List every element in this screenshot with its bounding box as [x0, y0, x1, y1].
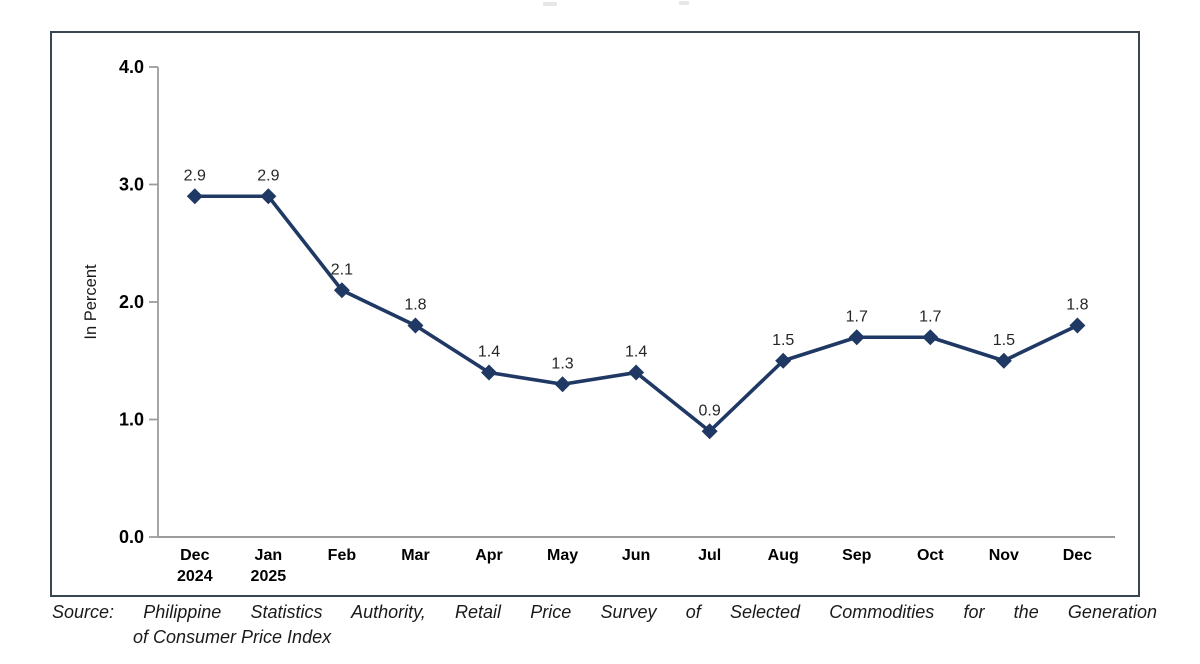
- data-point-marker: [333, 282, 350, 299]
- data-point-marker: [554, 376, 571, 393]
- y-tick-label: 3.0: [119, 175, 144, 195]
- data-point-marker: [848, 329, 865, 346]
- data-point-label: 1.4: [625, 344, 647, 361]
- series-line: [193, 194, 1080, 434]
- cropped-title-artifact: [543, 2, 557, 6]
- x-tick-label: Jul: [698, 547, 721, 564]
- x-tick-label: Oct: [917, 547, 944, 564]
- y-tick-label: 0.0: [119, 527, 144, 547]
- data-point-label: 1.8: [404, 297, 426, 314]
- x-tick-label: Mar: [401, 547, 429, 564]
- x-tick-label: Dec: [180, 547, 209, 564]
- data-point-label: 1.7: [919, 308, 941, 325]
- data-point-marker: [701, 423, 718, 440]
- data-point-label: 1.7: [846, 308, 868, 325]
- x-tick-label: Dec: [1063, 547, 1092, 564]
- chart-svg: 0.0 1.0 2.0 3.0 4.0 Dec 2024 Jan 2025 Feb Mar Apr Ma…: [82, 57, 1115, 585]
- source-note-line1: Source: Philippine Statistics Authority,…: [52, 602, 1157, 622]
- data-point-label: 2.9: [184, 167, 206, 184]
- chart-frame: 0.0 1.0 2.0 3.0 4.0 Dec 2024 Jan 2025 Feb Mar Apr Ma…: [50, 31, 1140, 597]
- x-tick-sublabel: 2025: [251, 568, 287, 585]
- data-point-marker: [481, 364, 497, 381]
- data-point-label: 1.5: [772, 332, 794, 349]
- data-point-label: 2.1: [331, 261, 353, 278]
- x-tick-label: Aug: [768, 547, 799, 564]
- data-point-marker: [407, 317, 424, 334]
- x-tick-label: Nov: [989, 547, 1019, 564]
- source-note: Source: Philippine Statistics Authority,…: [52, 600, 1157, 650]
- data-point-marker: [995, 352, 1012, 369]
- data-point-label: 1.5: [993, 332, 1015, 349]
- y-axis-title: In Percent: [82, 264, 100, 340]
- cropped-title-artifact: [679, 1, 689, 5]
- data-point-marker: [186, 188, 203, 205]
- y-tick-label: 2.0: [119, 292, 144, 312]
- y-tick-label: 1.0: [119, 410, 144, 430]
- data-point-marker: [775, 352, 792, 369]
- data-point-label: 0.9: [699, 402, 721, 419]
- data-point-label: 1.8: [1066, 297, 1088, 314]
- x-tick-label: Feb: [328, 547, 357, 564]
- x-tick-label: Sep: [842, 547, 872, 564]
- x-tick-label: May: [547, 547, 578, 564]
- data-point-label: 1.4: [478, 344, 500, 361]
- data-point-label: 2.9: [257, 167, 279, 184]
- data-point-marker: [260, 188, 277, 205]
- x-tick-sublabel: 2024: [177, 568, 213, 585]
- data-point-marker: [922, 329, 939, 346]
- data-point-marker: [628, 364, 645, 381]
- data-point-marker: [1069, 317, 1086, 334]
- x-tick-label: Jun: [622, 547, 650, 564]
- x-tick-label: Jan: [255, 547, 283, 564]
- y-tick-label: 4.0: [119, 57, 144, 77]
- data-point-label: 1.3: [551, 355, 573, 372]
- source-note-line2: of Consumer Price Index: [133, 626, 332, 647]
- x-tick-label: Apr: [475, 547, 503, 564]
